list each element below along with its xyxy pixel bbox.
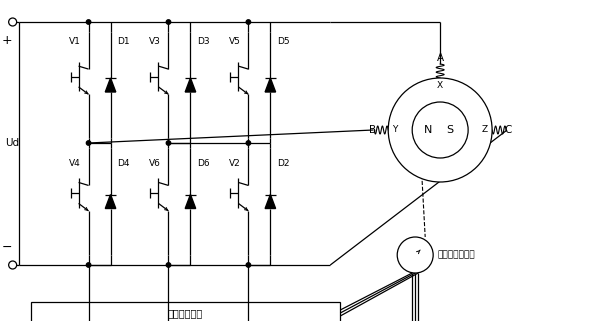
- Circle shape: [9, 261, 16, 269]
- Circle shape: [166, 263, 171, 267]
- Text: X: X: [437, 81, 444, 90]
- Text: V2: V2: [229, 159, 240, 168]
- Text: V5: V5: [229, 38, 240, 47]
- Text: B: B: [369, 125, 376, 135]
- Text: 霌尔位置传感器: 霌尔位置传感器: [437, 250, 475, 259]
- Polygon shape: [185, 195, 196, 209]
- Text: Ud: Ud: [5, 138, 19, 148]
- Polygon shape: [185, 78, 196, 92]
- Circle shape: [166, 20, 171, 24]
- Text: A: A: [436, 53, 444, 63]
- Text: N: N: [424, 125, 432, 135]
- Text: C: C: [504, 125, 512, 135]
- Circle shape: [397, 237, 433, 273]
- Circle shape: [388, 78, 492, 182]
- Text: D1: D1: [117, 38, 130, 47]
- Text: Y: Y: [392, 126, 398, 134]
- Circle shape: [166, 141, 171, 145]
- Text: V1: V1: [69, 38, 81, 47]
- Text: S: S: [446, 125, 454, 135]
- Text: 换相控制电路: 换相控制电路: [168, 308, 203, 318]
- Text: D3: D3: [197, 38, 210, 47]
- Text: D5: D5: [277, 38, 290, 47]
- Text: −: −: [1, 240, 12, 254]
- Polygon shape: [265, 195, 276, 209]
- Circle shape: [87, 263, 91, 267]
- Circle shape: [246, 141, 250, 145]
- Text: D6: D6: [197, 159, 210, 168]
- Text: V4: V4: [69, 159, 81, 168]
- Circle shape: [412, 102, 468, 158]
- Circle shape: [87, 20, 91, 24]
- Polygon shape: [265, 78, 276, 92]
- Circle shape: [9, 18, 16, 26]
- Text: V6: V6: [148, 159, 160, 168]
- Text: V3: V3: [148, 38, 160, 47]
- Text: D2: D2: [277, 159, 290, 168]
- Polygon shape: [105, 195, 116, 209]
- Circle shape: [246, 263, 250, 267]
- Text: +: +: [1, 33, 12, 47]
- Text: Z: Z: [482, 126, 488, 134]
- Circle shape: [87, 141, 91, 145]
- Text: D4: D4: [117, 159, 130, 168]
- Circle shape: [246, 20, 250, 24]
- Bar: [31, 302, 340, 321]
- Polygon shape: [105, 78, 116, 92]
